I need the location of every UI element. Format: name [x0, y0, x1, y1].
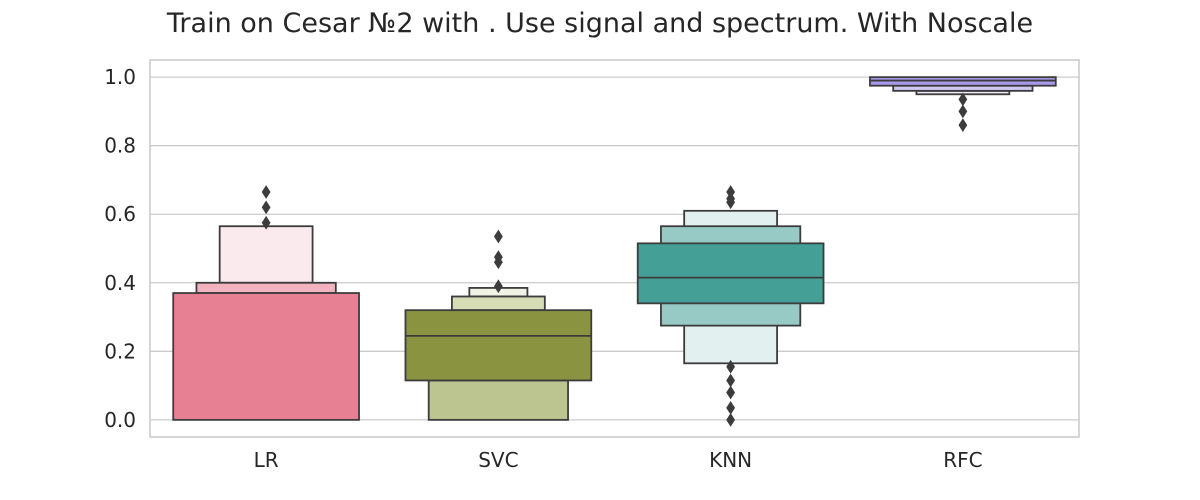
boxen-level-svc [427, 379, 569, 421]
y-tick-label: 1.0 [104, 65, 136, 89]
boxen-level-lr [172, 292, 360, 421]
x-tick-label: LR [254, 448, 279, 472]
outlier-point-svc [493, 250, 503, 264]
y-tick-label: 0.0 [104, 408, 136, 432]
outlier-point-lr [261, 200, 271, 215]
x-tick-label: SVC [478, 448, 518, 472]
boxen-level-knn [636, 242, 825, 305]
outlier-point-lr [261, 215, 271, 230]
outlier-point-lr [261, 185, 271, 199]
outlier-point-svc [493, 279, 503, 294]
box-layer [172, 76, 1057, 421]
outlier-point-rfc [958, 118, 968, 132]
boxen-level-lr [218, 225, 314, 284]
y-tick-label: 0.8 [104, 134, 136, 158]
x-tick-label: KNN [709, 448, 752, 472]
boxen-level-lr [195, 281, 337, 294]
outlier-layer [261, 92, 968, 427]
outlier-point-knn [726, 185, 736, 199]
outlier-point-knn [726, 400, 736, 415]
y-tick-label: 0.2 [104, 339, 136, 363]
outlier-point-knn [726, 373, 736, 388]
boxen-level-svc [404, 309, 593, 382]
outlier-point-svc [493, 229, 503, 244]
outlier-point-rfc [958, 104, 968, 119]
boxen-level-svc [451, 295, 546, 312]
outlier-point-knn [726, 385, 736, 400]
plot-frame [149, 59, 1080, 438]
outlier-point-rfc [958, 92, 968, 107]
outlier-point-knn [726, 412, 736, 427]
tick-layer: 0.0 0.2 0.4 0.6 0.8 1.0 LR SVC KNN RFC [104, 65, 982, 472]
y-tick-label: 0.4 [104, 271, 136, 295]
x-tick-label: RFC [943, 448, 982, 472]
outlier-point-knn [726, 359, 736, 374]
chart-title: Train on Cesar №2 with . Use signal and … [166, 8, 1033, 39]
y-tick-label: 0.6 [104, 202, 136, 226]
